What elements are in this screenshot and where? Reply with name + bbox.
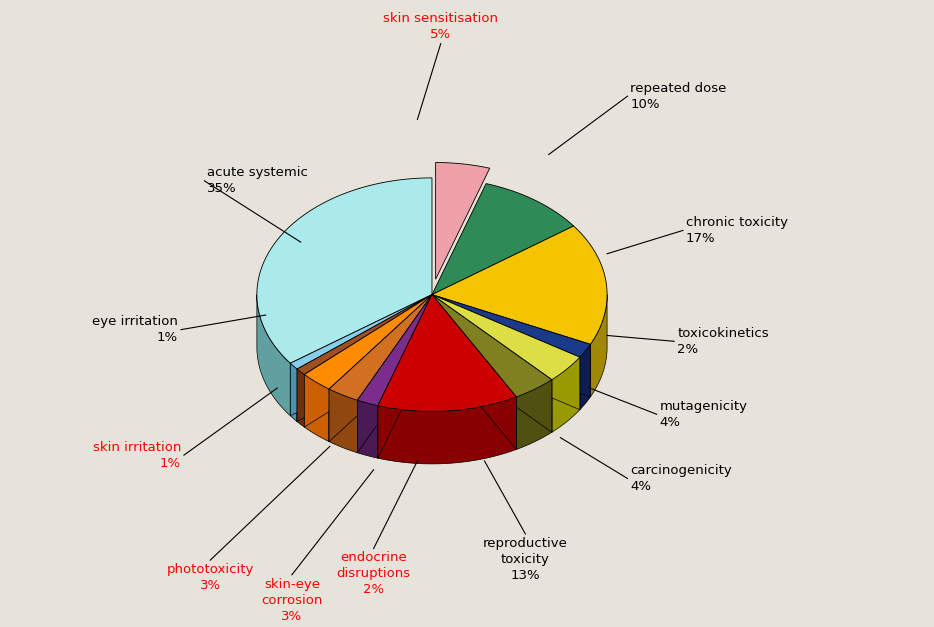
Text: toxicokinetics
2%: toxicokinetics 2% (677, 327, 769, 356)
Polygon shape (432, 295, 580, 380)
Text: carcinogenicity
4%: carcinogenicity 4% (630, 464, 732, 493)
Polygon shape (432, 295, 517, 450)
Polygon shape (580, 344, 590, 409)
Text: eye irritation
1%: eye irritation 1% (92, 315, 178, 344)
Text: skin-eye
corrosion
3%: skin-eye corrosion 3% (262, 577, 322, 623)
Text: skin irritation
1%: skin irritation 1% (92, 441, 181, 470)
Polygon shape (378, 295, 517, 411)
Polygon shape (432, 184, 573, 295)
Polygon shape (517, 380, 552, 450)
Polygon shape (329, 295, 432, 441)
Text: phototoxicity
3%: phototoxicity 3% (166, 563, 254, 592)
Polygon shape (329, 389, 358, 453)
Polygon shape (552, 357, 580, 432)
Polygon shape (297, 295, 432, 421)
Polygon shape (432, 226, 607, 344)
Polygon shape (432, 295, 590, 397)
Text: acute systemic
35%: acute systemic 35% (207, 166, 308, 195)
Polygon shape (358, 295, 432, 453)
Polygon shape (257, 178, 432, 363)
Polygon shape (297, 295, 432, 421)
Polygon shape (590, 295, 607, 397)
Polygon shape (290, 295, 432, 416)
Text: repeated dose
10%: repeated dose 10% (630, 82, 727, 111)
Polygon shape (297, 369, 304, 427)
Polygon shape (304, 295, 432, 389)
Polygon shape (290, 295, 432, 416)
Polygon shape (432, 295, 590, 397)
Text: chronic toxicity
17%: chronic toxicity 17% (686, 216, 788, 245)
Polygon shape (358, 295, 432, 406)
Polygon shape (297, 295, 432, 374)
Polygon shape (329, 295, 432, 400)
Text: skin sensitisation
5%: skin sensitisation 5% (383, 12, 498, 41)
Text: endocrine
disruptions
2%: endocrine disruptions 2% (336, 551, 411, 596)
Polygon shape (290, 363, 297, 421)
Polygon shape (432, 295, 552, 397)
Polygon shape (432, 295, 580, 409)
Polygon shape (432, 295, 552, 432)
Polygon shape (378, 397, 517, 464)
Polygon shape (358, 295, 432, 453)
Text: reproductive
toxicity
13%: reproductive toxicity 13% (483, 537, 568, 582)
Polygon shape (329, 295, 432, 441)
Polygon shape (257, 295, 290, 416)
Polygon shape (290, 295, 432, 369)
Polygon shape (304, 295, 432, 427)
Polygon shape (304, 295, 432, 427)
Polygon shape (358, 400, 378, 458)
Polygon shape (378, 295, 432, 458)
Polygon shape (304, 374, 329, 441)
Polygon shape (432, 295, 517, 450)
Polygon shape (432, 295, 580, 409)
Polygon shape (378, 295, 432, 458)
Text: mutagenicity
4%: mutagenicity 4% (659, 400, 747, 429)
Polygon shape (432, 295, 590, 357)
Polygon shape (435, 162, 489, 279)
Polygon shape (432, 295, 552, 432)
